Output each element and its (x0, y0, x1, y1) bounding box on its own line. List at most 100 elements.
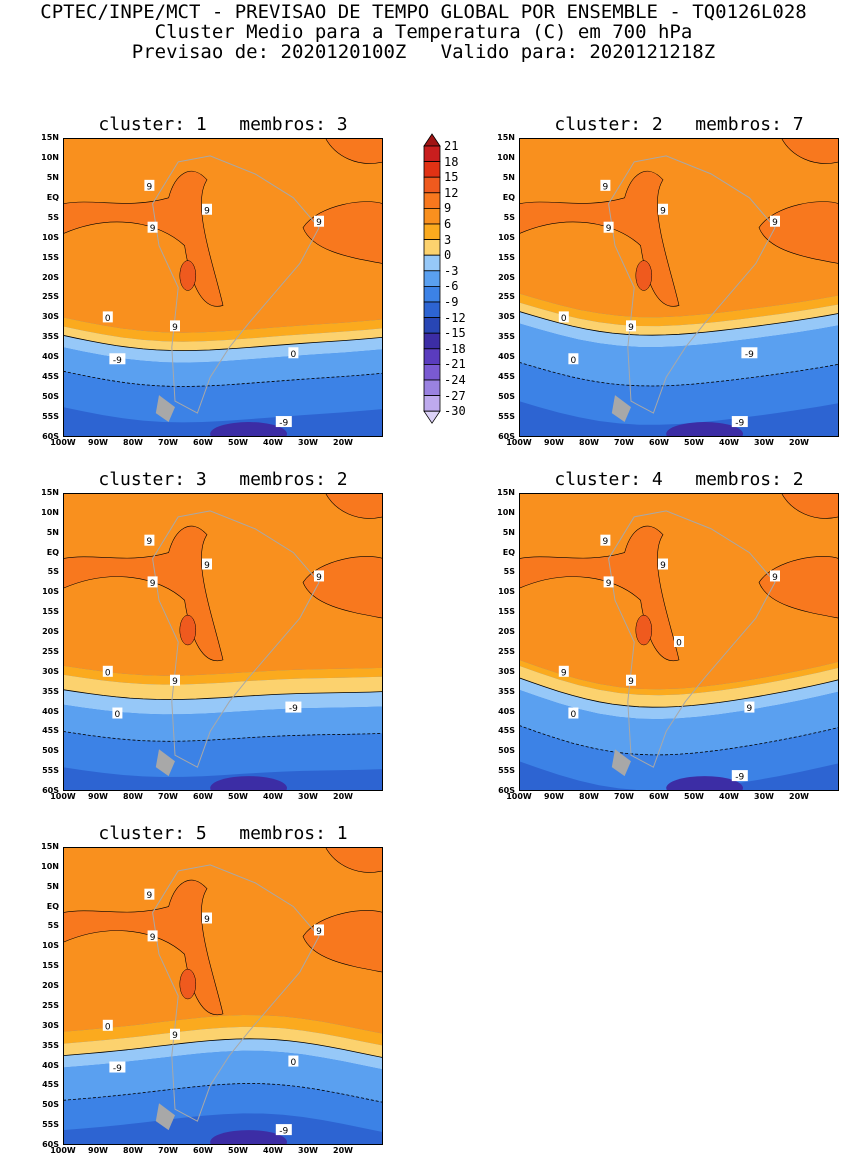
svg-text:9: 9 (150, 579, 156, 589)
plot-frame (63, 847, 383, 1145)
lat-tick-label: 25S (42, 646, 59, 656)
lon-tick-label: 80W (123, 1146, 143, 1155)
colorbar-label: 15 (444, 170, 459, 185)
contour-zero (519, 311, 839, 336)
contour-label: 9 (603, 221, 614, 234)
lat-tick-label: 20S (498, 272, 515, 282)
svg-text:9: 9 (603, 182, 609, 192)
contour-label: -9 (275, 1124, 292, 1137)
lat-tick-label: 60S (42, 432, 59, 441)
lat-tick-label: 15N (41, 488, 59, 497)
svg-text:9: 9 (561, 668, 567, 678)
band-fill (519, 362, 839, 425)
colorbar-label: -3 (444, 263, 459, 278)
contour-label: 9 (147, 221, 158, 234)
lon-tick-label: 60W (193, 792, 213, 801)
lat-tick-label: 5N (502, 527, 515, 537)
lat-tick-label: 25S (498, 646, 515, 656)
band-fill (63, 407, 383, 437)
band-fill (519, 293, 839, 327)
lat-tick-label: 30S (498, 312, 515, 322)
svg-text:-9: -9 (279, 1127, 288, 1137)
continent-outline (152, 155, 320, 414)
lon-tick-label: 100W (506, 438, 532, 447)
lon-tick-label: 100W (50, 438, 76, 447)
colorbar-label: 21 (444, 139, 459, 153)
colorbar-segment (423, 395, 441, 412)
band-fill (63, 317, 383, 342)
lat-tick-label: EQ (502, 192, 515, 202)
svg-text:9: 9 (147, 891, 153, 901)
svg-text:9: 9 (172, 1031, 178, 1041)
plot-frame (519, 138, 839, 437)
band-fill (666, 776, 743, 791)
colorbar-label: 0 (444, 248, 452, 263)
band-fill (210, 1130, 287, 1145)
svg-text:9: 9 (204, 206, 210, 216)
lon-tick-label: 30W (298, 1146, 318, 1155)
lat-tick-label: 15N (41, 133, 59, 142)
contour-label: 0 (674, 636, 684, 649)
lon-tick-label: 30W (298, 438, 318, 447)
contour-label: 9 (144, 179, 155, 192)
lon-tick-label: 50W (228, 438, 248, 447)
hot-core (179, 968, 197, 1000)
lon-tick-label: 50W (228, 792, 248, 801)
contour-label: 9 (147, 576, 158, 589)
colorbar-segment (423, 348, 441, 365)
colorbar-label: -15 (444, 326, 466, 341)
svg-text:-9: -9 (279, 419, 288, 429)
svg-text:0: 0 (571, 710, 577, 720)
svg-text:9: 9 (628, 677, 634, 687)
lat-tick-label: 10N (41, 861, 59, 871)
lat-tick-label: 55S (498, 412, 515, 422)
contour-label: -9 (109, 1061, 126, 1074)
lon-tick-label: 70W (614, 792, 634, 801)
svg-text:9: 9 (603, 537, 609, 547)
lat-tick-label: 35S (498, 686, 515, 696)
lat-tick-label: 50S (42, 392, 59, 402)
contour-label: 0 (112, 707, 123, 720)
lon-tick-label: 80W (579, 792, 599, 801)
svg-text:0: 0 (105, 314, 111, 324)
colorbar-label: -6 (444, 279, 459, 294)
contour-label: 9 (658, 558, 668, 571)
lat-tick-label: 10N (41, 152, 59, 162)
svg-text:9: 9 (147, 182, 153, 192)
contour-label: 9 (170, 320, 180, 333)
lat-tick-label: 20S (42, 272, 59, 282)
colorbar-label: -9 (444, 295, 459, 309)
lon-tick-label: 40W (719, 792, 739, 801)
continent-outline (608, 155, 776, 414)
contour-label: 0 (568, 353, 579, 366)
lat-tick-label: 15N (41, 842, 59, 851)
lat-tick-label: 45S (42, 372, 59, 382)
contour-label: -9 (731, 416, 748, 429)
plot-frame (63, 493, 383, 791)
panel-title: cluster: 3 membros: 2 (98, 469, 348, 490)
colorbar-label: -21 (444, 357, 466, 372)
band-fill (519, 401, 839, 437)
lon-tick-label: 80W (123, 792, 143, 801)
lat-tick-label: 20S (498, 627, 515, 637)
patagonia-land (155, 395, 175, 423)
lat-tick-label: 60S (42, 786, 59, 795)
lat-tick-label: 5S (503, 212, 515, 222)
lat-tick-label: 50S (42, 746, 59, 756)
contour-label: 9 (658, 203, 668, 216)
contour-label: 9 (770, 570, 780, 583)
contour-label: -9 (275, 416, 292, 429)
lon-tick-label: 70W (614, 438, 634, 447)
contour-label: 9 (314, 215, 324, 228)
svg-text:-9: -9 (289, 704, 298, 714)
lat-tick-label: 40S (42, 1060, 59, 1070)
lat-tick-label: 20S (42, 627, 59, 637)
lat-tick-label: 10S (498, 587, 515, 597)
colorbar-segment (423, 176, 441, 194)
lat-tick-label: 45S (498, 726, 515, 736)
band-fill (519, 493, 839, 690)
svg-text:-9: -9 (735, 419, 744, 429)
hot-core (635, 614, 653, 646)
lat-tick-label: 15S (42, 252, 59, 262)
contour-label: 0 (102, 665, 113, 678)
